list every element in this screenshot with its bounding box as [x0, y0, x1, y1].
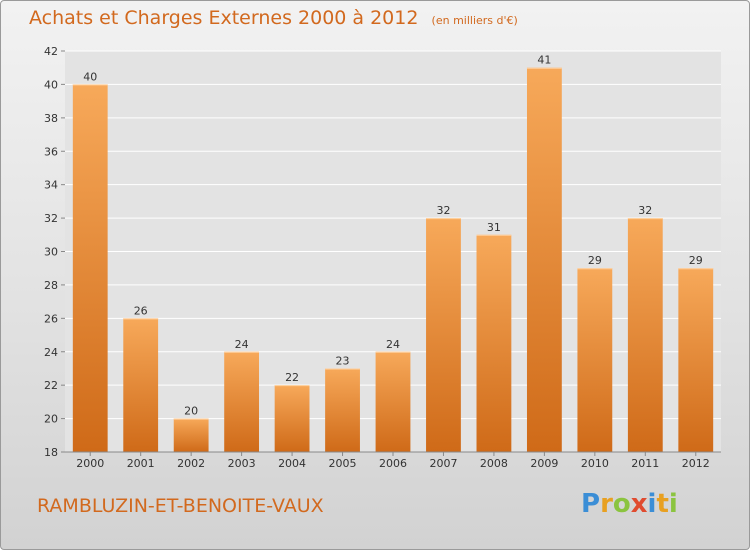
x-tick-label: 2009: [530, 457, 558, 470]
y-tick-label: 30: [44, 246, 58, 259]
y-tick-label: 20: [44, 413, 58, 426]
y-tick-label: 22: [44, 379, 58, 392]
bar-value-label: 29: [689, 254, 703, 267]
bar-value-label: 40: [83, 70, 97, 83]
x-tick-label: 2011: [631, 457, 659, 470]
bar: [627, 218, 663, 452]
proxiti-logo[interactable]: Proxiti: [581, 489, 678, 519]
y-tick-label: 36: [44, 145, 58, 158]
logo-letter: x: [630, 489, 648, 519]
bar: [123, 318, 159, 452]
x-tick-label: 2010: [581, 457, 609, 470]
x-tick-label: 2004: [278, 457, 306, 470]
y-tick-label: 38: [44, 112, 58, 125]
logo-letter: t: [656, 489, 669, 519]
bar: [274, 385, 310, 452]
logo-letter: i: [647, 489, 657, 519]
x-tick-label: 2001: [127, 457, 155, 470]
x-tick-label: 2006: [379, 457, 407, 470]
bar-value-label: 23: [336, 354, 350, 367]
logo-letter: P: [581, 489, 601, 519]
chart-unit-note: (en milliers d'€): [431, 14, 518, 27]
bar: [375, 351, 411, 452]
bar-value-label: 29: [588, 254, 602, 267]
bar: [173, 418, 209, 452]
y-tick-label: 34: [44, 179, 58, 192]
bar: [526, 67, 562, 452]
bar: [577, 268, 613, 452]
bar-value-label: 24: [235, 338, 249, 351]
y-tick-label: 24: [44, 346, 58, 359]
logo-letter: i: [668, 489, 678, 519]
x-tick-label: 2007: [429, 457, 457, 470]
chart-title-text: Achats et Charges Externes 2000 à 2012: [29, 7, 419, 29]
commune-name: RAMBLUZIN-ET-BENOITE-VAUX: [37, 495, 324, 517]
logo-letter: r: [600, 489, 613, 519]
x-axis-labels: 2000 2001 2002 2003 2004 2005 2006 2007 2008 2009…: [76, 452, 710, 470]
x-tick-label: 2012: [682, 457, 710, 470]
bar: [224, 351, 260, 452]
bars-group: 40 26 20 24 22 23 24 32 31 41 29 32 29: [72, 54, 714, 453]
chart-title: Achats et Charges Externes 2000 à 2012 (…: [29, 7, 518, 29]
bar: [72, 84, 108, 453]
bar: [678, 268, 714, 452]
bar-value-label: 20: [184, 405, 198, 418]
logo-letter: o: [612, 489, 631, 519]
bar: [426, 218, 461, 452]
bar: [476, 234, 512, 452]
bar: [325, 368, 360, 452]
bar-value-label: 26: [134, 304, 148, 317]
bar-value-label: 32: [436, 204, 450, 217]
x-tick-label: 2002: [177, 457, 205, 470]
bar-value-label: 32: [638, 204, 652, 217]
y-tick-label: 26: [44, 312, 58, 325]
bar-value-label: 22: [285, 371, 299, 384]
y-tick-label: 18: [44, 446, 58, 459]
y-axis-labels: 18 20 22 24 26 28 30 32 34 36 38 40 42: [44, 45, 65, 459]
bar-value-label: 31: [487, 221, 501, 234]
x-tick-label: 2000: [76, 457, 104, 470]
y-tick-label: 40: [44, 78, 58, 91]
x-tick-label: 2003: [228, 457, 256, 470]
y-tick-label: 28: [44, 279, 58, 292]
y-tick-label: 32: [44, 212, 58, 225]
bar-value-label: 24: [386, 338, 400, 351]
x-tick-label: 2005: [329, 457, 357, 470]
x-tick-label: 2008: [480, 457, 508, 470]
y-tick-label: 42: [44, 45, 58, 58]
bar-value-label: 41: [537, 54, 551, 67]
